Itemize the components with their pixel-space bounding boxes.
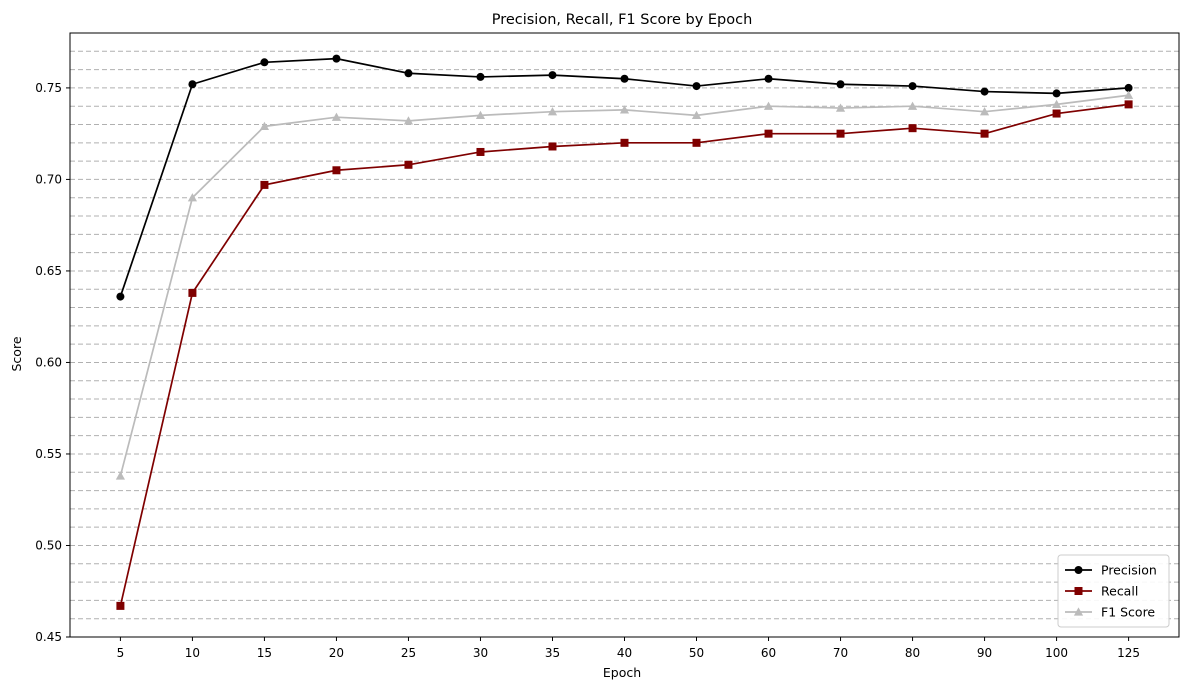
- data-point-precision: [1052, 89, 1061, 98]
- data-point-recall: [692, 138, 701, 147]
- data-point-precision: [1124, 83, 1133, 92]
- x-tick-label: 60: [761, 646, 776, 660]
- y-axis-label: Score: [9, 336, 24, 371]
- y-axis: 0.45 0.50 0.55 0.60 0.65 0.70 0.75: [35, 81, 70, 644]
- data-point-recall: [980, 129, 989, 138]
- legend-box: [1057, 554, 1170, 628]
- legend: Precision Recall F1 Score: [1057, 554, 1170, 628]
- data-point-f1-score: [547, 107, 558, 116]
- x-tick-label: 30: [473, 646, 488, 660]
- data-point-f1-score: [187, 193, 198, 202]
- data-point-f1-score: [835, 103, 846, 112]
- data-point-precision: [116, 292, 125, 301]
- x-tick-label: 5: [117, 646, 125, 660]
- data-point-recall: [620, 138, 629, 147]
- x-tick-label: 25: [401, 646, 416, 660]
- legend-label-recall: Recall: [1101, 584, 1138, 599]
- x-tick-label: 40: [617, 646, 632, 660]
- series-layer: [115, 54, 1134, 610]
- plot-frame: [69, 32, 1180, 638]
- data-point-precision: [548, 71, 557, 80]
- data-point-precision: [764, 74, 773, 83]
- series-line-f1-score: [119, 94, 1129, 477]
- data-point-f1-score: [115, 471, 126, 480]
- series-line-precision: [119, 57, 1129, 297]
- data-point-precision: [332, 54, 341, 63]
- data-point-precision: [404, 69, 413, 78]
- chart-title: Precision, Recall, F1 Score by Epoch: [492, 12, 753, 28]
- data-point-recall: [1124, 100, 1133, 109]
- data-point-recall: [908, 124, 917, 133]
- legend-label-f1-score: F1 Score: [1101, 605, 1155, 620]
- legend-marker-precision: [1074, 566, 1083, 574]
- y-tick-label: 0.75: [35, 81, 62, 95]
- data-point-recall: [260, 180, 269, 189]
- x-tick-label: 20: [329, 646, 344, 660]
- data-point-recall: [476, 147, 485, 156]
- data-point-recall: [548, 142, 557, 151]
- data-point-f1-score: [331, 112, 342, 121]
- data-point-f1-score: [1051, 99, 1062, 109]
- legend-marker-recall: [1074, 587, 1083, 595]
- data-point-recall: [116, 601, 125, 610]
- y-tick-label: 0.60: [35, 355, 62, 369]
- x-tick-label: 100: [1045, 646, 1068, 660]
- x-axis-label: Epoch: [603, 665, 641, 680]
- x-tick-label: 80: [905, 646, 920, 660]
- data-point-f1-score: [619, 105, 630, 114]
- data-point-precision: [476, 72, 485, 81]
- legend-marker-f1-score: [1073, 607, 1084, 616]
- data-point-recall: [188, 288, 197, 297]
- grid-lines: [70, 32, 1179, 620]
- x-tick-label: 15: [257, 646, 272, 660]
- y-tick-label: 0.45: [35, 630, 62, 644]
- data-point-precision: [692, 82, 701, 91]
- data-point-f1-score: [979, 107, 990, 116]
- y-tick-label: 0.65: [35, 264, 62, 278]
- data-point-f1-score: [763, 101, 774, 110]
- data-point-f1-score: [907, 101, 918, 110]
- y-tick-label: 0.55: [35, 447, 62, 461]
- series-recall: [116, 100, 1133, 610]
- data-point-recall: [836, 129, 845, 138]
- data-point-recall: [404, 160, 413, 169]
- y-tick-label: 0.50: [35, 538, 62, 552]
- y-tick-label: 0.70: [35, 172, 62, 186]
- data-point-f1-score: [691, 110, 702, 120]
- data-point-f1-score: [403, 116, 414, 125]
- data-point-precision: [908, 82, 917, 91]
- x-tick-label: 10: [185, 646, 200, 660]
- data-point-recall: [764, 129, 773, 138]
- data-point-f1-score: [475, 110, 486, 120]
- data-point-precision: [620, 74, 629, 83]
- data-point-recall: [1052, 109, 1061, 118]
- data-point-precision: [980, 87, 989, 96]
- data-point-recall: [332, 166, 341, 175]
- x-tick-label: 70: [833, 646, 848, 660]
- x-tick-label: 35: [545, 646, 560, 660]
- x-axis: 5 10 15 20 25 30 35 40 50 60 70 80 90 100 125: [117, 637, 1140, 660]
- data-point-precision: [836, 80, 845, 89]
- series-precision: [116, 54, 1133, 301]
- x-tick-label: 90: [977, 646, 992, 660]
- data-point-precision: [260, 58, 269, 67]
- x-tick-label: 50: [689, 646, 704, 660]
- data-point-f1-score: [1123, 90, 1134, 99]
- legend-label-precision: Precision: [1101, 563, 1157, 578]
- series-f1-score: [115, 90, 1134, 480]
- x-tick-label: 125: [1117, 646, 1140, 660]
- data-point-f1-score: [259, 121, 270, 131]
- data-point-precision: [188, 80, 197, 89]
